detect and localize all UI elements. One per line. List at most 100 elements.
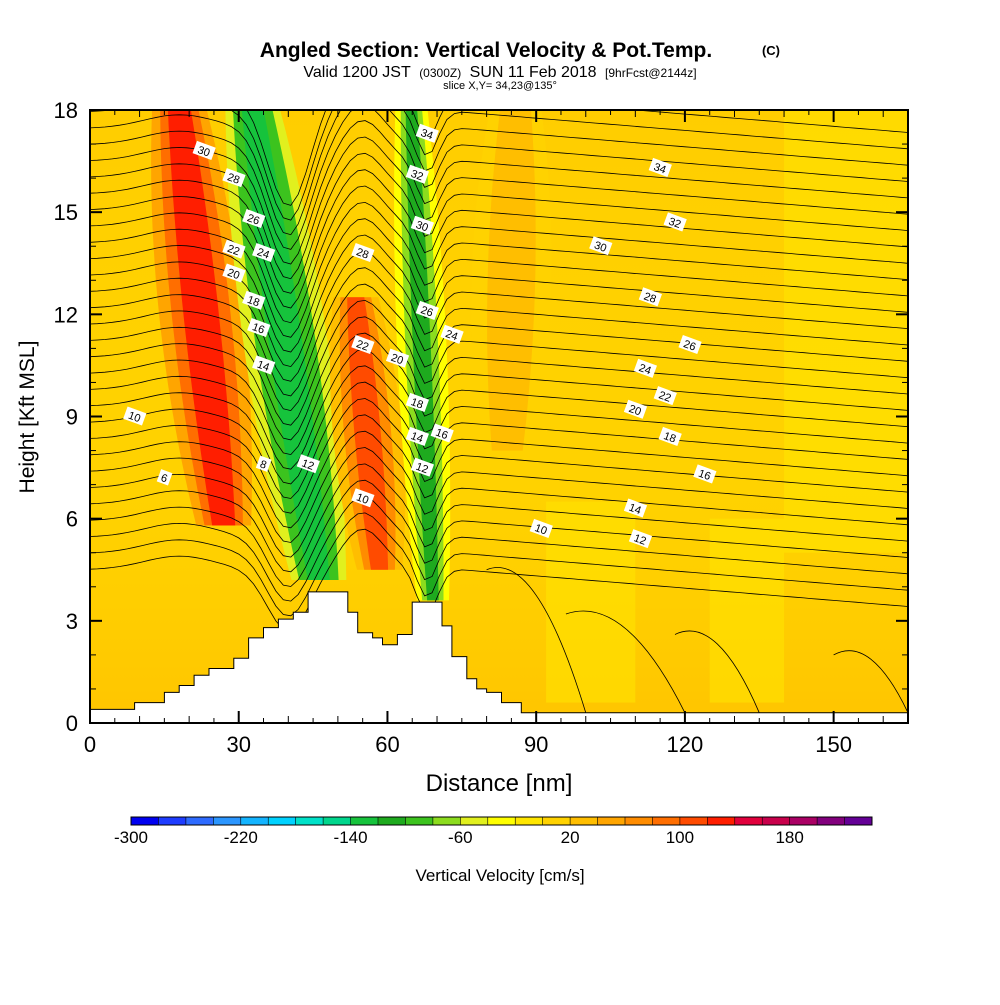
isentrope-line [90, 316, 908, 441]
isentrope-label-text: 28 [355, 246, 371, 261]
colorbar-swatch [378, 817, 406, 825]
isentrope-label-bg [385, 348, 410, 368]
isentrope-line [90, 479, 908, 587]
colorbar-tick-label: -220 [224, 828, 258, 847]
isentrope-label: 34 [648, 157, 672, 177]
colorbar-swatch [542, 817, 571, 825]
isentrope-label-bg [351, 335, 375, 355]
isentrope-label-bg [415, 300, 439, 320]
isentrope-line [90, 512, 908, 617]
colorbar-swatch [158, 817, 187, 825]
isentrope-label-text: 22 [226, 243, 242, 258]
isentrope-line [90, 201, 908, 338]
isentrope-label-bg [252, 243, 276, 263]
isentrope-label-bg [529, 518, 553, 538]
isentrope-label: 6 [156, 469, 173, 486]
isentrope-label-bg [623, 498, 648, 518]
isentrope-label: 18 [658, 426, 682, 446]
isentrope-label-bg [405, 164, 429, 184]
isentrope-label-bg [242, 209, 266, 229]
x-tick-label: 150 [815, 732, 852, 757]
isentrope-label-text: 14 [627, 502, 643, 517]
isentrope-label-text: 10 [533, 522, 549, 537]
isentrope-label-bg [255, 455, 272, 472]
valid-date: SUN 11 Feb 2018 [470, 64, 597, 81]
isentrope-label-text: 26 [245, 212, 261, 227]
isentrope-label: 26 [678, 335, 702, 355]
isentrope-label: 14 [405, 426, 429, 446]
isentrope-line [90, 430, 908, 543]
isentrope-label: 24 [252, 243, 276, 263]
colorbar-swatch [240, 817, 269, 825]
colorbar: -300 -220 -140 -60 20 100 180 [114, 816, 873, 847]
weak-motion-band [784, 110, 908, 553]
isentrope-label-text: 30 [592, 239, 608, 254]
isentrope-label-text: 10 [355, 491, 371, 506]
isentrope-label-text: 32 [667, 216, 683, 231]
isentrope-label: 30 [410, 215, 434, 235]
isentrope-label-text: 14 [255, 359, 271, 374]
isentrope-label-bg [247, 318, 271, 338]
isentrope-label: 8 [255, 455, 272, 472]
isentrope-label: 10 [351, 488, 375, 508]
isentrope-line [674, 630, 760, 713]
x-tick-label: 30 [226, 732, 250, 757]
colorbar-tick-label: 180 [775, 828, 803, 847]
colorbar-swatch [350, 817, 379, 825]
colorbar-swatch [295, 817, 324, 825]
isentrope-label-bg [653, 386, 677, 406]
isentrope-label-bg [242, 290, 266, 310]
x-tick-label: 120 [667, 732, 704, 757]
y-tick-label: 12 [54, 302, 78, 327]
isentrope-label-bg [633, 358, 657, 378]
isentrope-label-text: 16 [697, 468, 713, 483]
isentrope-label: 22 [351, 335, 375, 355]
isentrope-label: 16 [430, 423, 454, 443]
isentrope-label: 28 [351, 243, 375, 263]
isentrope-label-text: 28 [226, 171, 242, 186]
velocity-cell-updraft-east [487, 110, 536, 451]
colorbar-swatch [405, 817, 434, 825]
valid-prefix: Valid 1200 JST [303, 64, 411, 81]
isentrope-line [90, 169, 908, 309]
colorbar-tick-label: -60 [448, 828, 473, 847]
isentrope-label-text: 24 [444, 328, 460, 343]
isentrope-label-text: 6 [159, 472, 169, 485]
isentrope-label-bg [415, 123, 439, 143]
isentrope-label-text: 16 [250, 321, 266, 336]
x-axis: 0 30 60 90 120 150 [84, 110, 909, 757]
isentrope-line [90, 414, 908, 529]
isentrope-label-text: 30 [196, 144, 212, 159]
y-tick-label: 0 [66, 711, 78, 736]
isentrope-label: 12 [628, 529, 653, 549]
isentrope-label-text: 12 [300, 457, 316, 472]
isentrope-label-text: 8 [258, 458, 268, 471]
isentrope-label-text: 24 [255, 246, 271, 261]
y-axis-label: Height [Kft MSL] [16, 341, 39, 494]
isentrope-label-bg [623, 399, 648, 419]
isentrope-label: 24 [633, 358, 657, 378]
isentrope-label-bg [648, 157, 672, 177]
isentrope-label: 26 [242, 209, 266, 229]
isentrope-label-bg [351, 243, 375, 263]
y-tick-label: 9 [66, 405, 78, 430]
colorbar-tick-label: 20 [561, 828, 580, 847]
isentrope-label-bg [410, 457, 434, 477]
isentrope-label: 10 [123, 406, 147, 426]
velocity-cell-updraft-central [347, 297, 389, 570]
isentrope-label-bg [123, 406, 147, 426]
isentrope-label: 18 [242, 290, 266, 310]
isentrope-line [90, 120, 908, 265]
isentrope-label-text: 30 [414, 219, 430, 234]
velocity-cell-downdraft-central [405, 110, 439, 601]
colorbar-swatch [323, 817, 351, 825]
isentrope-label: 12 [296, 454, 320, 474]
isentrope-line [90, 218, 908, 353]
isentrope-label-text: 32 [409, 168, 425, 183]
isentrope-label: 34 [415, 123, 439, 143]
colorbar-tick-label: -140 [334, 828, 368, 847]
isentrope-label-text: 26 [419, 304, 435, 319]
